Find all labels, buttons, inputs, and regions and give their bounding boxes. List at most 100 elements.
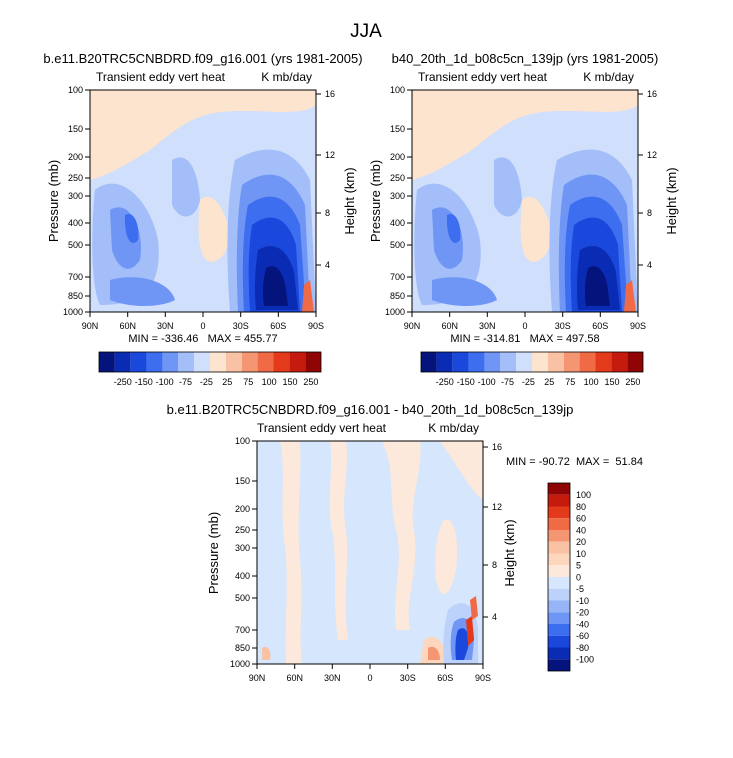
panel-a-cb-frame	[98, 351, 322, 373]
panel-a-positive-tropics	[198, 196, 230, 262]
panel-a-cb-box-1	[114, 352, 131, 372]
panel-a-ylabel-right: Height (km)	[342, 167, 357, 234]
panel-b-positive-surface	[624, 280, 636, 312]
panel-b-cb-box-12	[611, 352, 628, 372]
panel-b-storm-deep	[584, 266, 610, 306]
panel-c-title: b.e11.B20TRC5CNBDRD.f09_g16.001 - b40_20…	[167, 402, 574, 417]
panel-b-cb-label-7: 100	[584, 377, 599, 387]
panel-b-cb-box-13	[627, 352, 643, 372]
panel-c-cb-label-6: 5	[576, 561, 581, 571]
panel-c-y-label-1000: 1000	[230, 659, 250, 669]
panel-c-cb-label-13: -80	[576, 643, 589, 653]
panel-c-y-label-850: 850	[235, 643, 250, 653]
panel-b-colorbar: -250 -150 -100 -75 -25 25 75 100 150 250	[420, 351, 644, 387]
panel-a-blue-2b	[110, 277, 175, 306]
panel-c-x-label-3: 0	[367, 673, 372, 683]
panel-c-cb-box-0	[548, 483, 570, 495]
panel-a-y-label-150: 150	[68, 124, 83, 134]
panel-c-cb-label-8: -5	[576, 584, 584, 594]
panel-a-storm-deep	[262, 266, 288, 306]
panel-a-blue-3	[124, 214, 139, 243]
panel-b-stats: MIN = -314.81 MAX = 497.58	[450, 333, 599, 345]
panel-a-cb-box-9	[241, 352, 258, 372]
panel-c-y-label-200: 200	[235, 504, 250, 514]
panel-b-cb-label-5: 25	[544, 377, 554, 387]
panel-c-cb-label-10: -20	[576, 608, 589, 618]
panel-a-cb-label-3: -75	[179, 377, 192, 387]
panel-c-cb-label-9: -10	[576, 596, 589, 606]
panel-c-cb-label-7: 0	[576, 572, 581, 582]
panel-c-positive-band-3	[382, 441, 421, 630]
panel-b-x-ticks: 90N 60N 30N 0 30S 60S 90S	[404, 312, 646, 331]
panel-a-cb-box-11	[273, 352, 290, 372]
panel-b-x-label-1: 60N	[441, 321, 458, 331]
panel-b-yr-label-12: 12	[647, 150, 657, 160]
panel-b-y-label-200: 200	[390, 152, 405, 162]
panel-c-positive-band-2	[329, 441, 348, 640]
panel-c-cb-box-7	[548, 565, 570, 577]
panel-b-cb-box-8	[547, 352, 564, 372]
panel-b-cb-label-3: -75	[501, 377, 514, 387]
panel-c-x-ticks: 90N 60N 30N 0 30S 60S 90S	[249, 664, 491, 683]
panel-b-cb-label-4: -25	[522, 377, 535, 387]
panel-c-cb-label-14: -100	[576, 655, 594, 665]
panel-a-yr-label-4: 4	[325, 260, 330, 270]
panel-c-ylabel: Pressure (mb)	[206, 512, 221, 594]
panel-b-y-label-100: 100	[390, 85, 405, 95]
panel-b-blue-2b	[432, 277, 497, 306]
panel-a-cb-box-8	[225, 352, 242, 372]
panel-c-cb-box-5	[548, 541, 570, 554]
panel-c-cb-box-10	[548, 600, 570, 613]
panel-c-yr-label-4: 4	[492, 612, 497, 622]
panel-a-yr-label-8: 8	[325, 208, 330, 218]
panel-c-yr-label-8: 8	[492, 560, 497, 570]
panel-c-subtitle-right: K mb/day	[428, 421, 479, 435]
panel-a-cb-box-0	[99, 352, 115, 372]
panel-c-cb-box-6	[548, 553, 570, 566]
panel-c-cb-box-12	[548, 624, 570, 636]
panel-b-y-label-150: 150	[390, 124, 405, 134]
panel-a-subtitle-left: Transient eddy vert heat	[96, 70, 226, 84]
panel-c-cb-label-3: 40	[576, 525, 586, 535]
panel-b-x-label-3: 0	[522, 321, 527, 331]
panel-b-y-label-500: 500	[390, 240, 405, 250]
panel-b-cb-label-6: 75	[565, 377, 575, 387]
panel-b-y-ticks: 100 150 200 250 300 400 500 700 850 1000	[385, 85, 412, 317]
panel-a-x-ticks: 90N 60N 30N 0 30S 60S 90S	[82, 312, 324, 331]
panel-c-field	[257, 441, 483, 664]
panel-a-cb-label-6: 75	[243, 377, 253, 387]
panel-b-y-label-1000: 1000	[385, 307, 405, 317]
panel-c-cb-box-4	[548, 530, 570, 542]
panel-a-x-label-1: 60N	[119, 321, 136, 331]
panel-a-x-label-2: 30N	[157, 321, 174, 331]
panel-b-ylabel-right: Height (km)	[664, 167, 679, 234]
panel-b-x-label-5: 60S	[592, 321, 608, 331]
panel-a-cb-box-10	[257, 352, 274, 372]
panel-a-y-label-1000: 1000	[63, 307, 83, 317]
panel-c-colorbar: 100 80 60 40 20 10 5 0 -5 -10 -20 -40 -6…	[547, 482, 594, 672]
panel-c-cb-box-2	[548, 506, 570, 519]
panel-a-y-label-200: 200	[68, 152, 83, 162]
panel-c-cb-label-1: 80	[576, 502, 586, 512]
panel-b-yr-label-8: 8	[647, 208, 652, 218]
panel-b-x-label-4: 30S	[555, 321, 571, 331]
panel-c-x-label-1: 60N	[286, 673, 303, 683]
panel-c-positive-band-4	[435, 519, 458, 594]
figure-title: JJA	[350, 21, 382, 42]
panel-a-ylabel: Pressure (mb)	[46, 160, 61, 242]
panel-difference: b.e11.B20TRC5CNBDRD.f09_g16.001 - b40_20…	[167, 402, 643, 683]
panel-c-y-right-ticks: 16 12 8 4	[483, 442, 502, 622]
panel-c-cb-box-11	[548, 612, 570, 624]
panel-a-cb-box-6	[194, 352, 211, 372]
panel-b-cb-label-2: -100	[478, 377, 496, 387]
panel-b-x-label-6: 90S	[630, 321, 646, 331]
panel-c-positive-surface-3	[262, 646, 271, 660]
panel-b-blue-3	[446, 214, 461, 243]
panel-b-y-label-850: 850	[390, 291, 405, 301]
panel-c-positive-upper	[440, 441, 483, 500]
panel-b-cb-box-11	[595, 352, 612, 372]
panel-c-cb-box-13	[548, 635, 570, 648]
panel-b-positive-upper	[412, 90, 638, 180]
panel-c-positive-band-1	[280, 441, 302, 664]
